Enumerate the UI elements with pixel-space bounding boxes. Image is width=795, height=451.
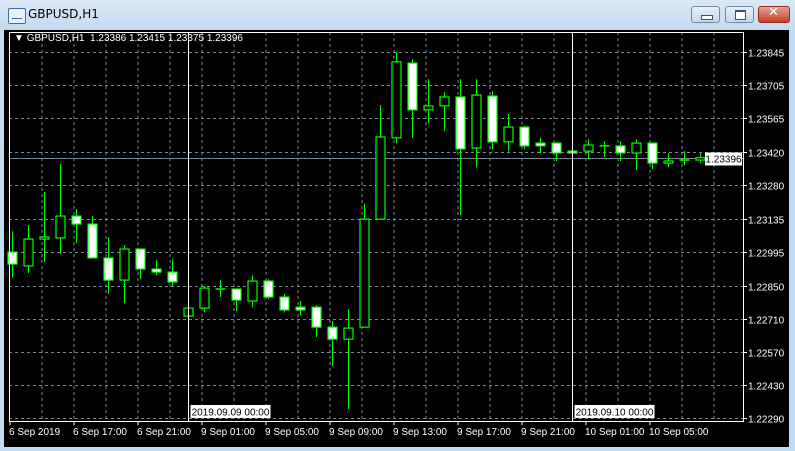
dropdown-triangle-icon[interactable]: ▼ [14, 33, 27, 44]
candle-body-bearish [167, 271, 178, 283]
current-price-label: 1.23396 [705, 155, 742, 166]
candle-body-bullish [375, 136, 386, 220]
candle-body-bullish [583, 144, 594, 152]
candle-body-bearish [135, 248, 146, 270]
candle-body-bullish [391, 61, 402, 139]
price-label: 1.22710 [748, 316, 785, 327]
candle-body-bearish [407, 62, 418, 111]
minimize-button[interactable] [691, 6, 720, 23]
time-label: 6 Sep 2019 [9, 427, 61, 438]
price-label: 1.22850 [748, 283, 785, 294]
vertical-line-label: 2019.09.10 00:00 [576, 408, 654, 419]
candle-body-bullish [631, 142, 642, 154]
candle-body-bearish [487, 95, 498, 143]
candle-body-bearish [311, 306, 322, 328]
time-label: 9 Sep 05:00 [265, 427, 319, 438]
time-label: 10 Sep 05:00 [649, 427, 709, 438]
price-label: 1.23135 [748, 216, 785, 227]
price-label: 1.22995 [748, 249, 785, 260]
candle-body-bearish [551, 142, 562, 154]
title-bar[interactable]: GBPUSD,H1 ✕ [0, 0, 795, 30]
price-label: 1.23280 [748, 182, 785, 193]
candle-body-bearish [103, 257, 114, 281]
maximize-button[interactable] [725, 6, 754, 23]
candle-body-bearish [151, 268, 162, 273]
candle-body-bullish [695, 157, 706, 161]
price-label: 1.22290 [748, 415, 785, 426]
time-label: 9 Sep 13:00 [393, 427, 447, 438]
time-label: 9 Sep 21:00 [521, 427, 575, 438]
candle-body-bearish [647, 142, 658, 164]
window-title: GBPUSD,H1 [28, 7, 99, 21]
candle-body-bearish [87, 223, 98, 259]
candle-body-bullish [343, 327, 354, 340]
close-button[interactable]: ✕ [758, 5, 790, 23]
maximize-icon [735, 10, 746, 20]
candle-body-bullish [663, 160, 674, 164]
time-label: 6 Sep 17:00 [73, 427, 127, 438]
candle-body-bullish [471, 94, 482, 149]
candle-body-bullish [439, 96, 450, 107]
minimize-icon [701, 15, 713, 20]
candle-body-bearish [71, 215, 82, 225]
close-icon: ✕ [768, 5, 779, 20]
time-label: 6 Sep 21:00 [137, 427, 191, 438]
time-label: 10 Sep 01:00 [585, 427, 645, 438]
candle-body-bearish [295, 306, 306, 311]
candle-body-bearish [455, 96, 466, 150]
time-label: 9 Sep 09:00 [329, 427, 383, 438]
candle-body-bullish [23, 238, 34, 267]
candle-body-bullish [199, 287, 210, 309]
price-label: 1.23565 [748, 115, 785, 126]
candle-body-bullish [119, 248, 130, 281]
candle-body-bearish [615, 145, 626, 154]
header-ohlc: 1.23386 1.23415 1.23375 1.23396 [90, 33, 243, 44]
price-label: 1.22430 [748, 382, 785, 393]
time-label: 9 Sep 01:00 [201, 427, 255, 438]
candle-body-bearish [279, 296, 290, 311]
candle-body-bullish [423, 105, 434, 111]
price-label: 1.23705 [748, 82, 785, 93]
time-label: 9 Sep 17:00 [457, 427, 511, 438]
vertical-line-label-box [190, 405, 271, 418]
candle-body-bearish [519, 126, 530, 147]
candle-body-bearish [263, 280, 274, 298]
candle-body-bearish [231, 288, 242, 301]
vertical-line-label: 2019.09.09 00:00 [192, 408, 270, 419]
header-symbol: GBPUSD,H1 [26, 33, 85, 44]
vertical-line-label-box [574, 405, 655, 418]
price-label: 1.23845 [748, 49, 785, 60]
candle-body-bullish [247, 280, 258, 302]
current-price-box [705, 152, 742, 166]
candle-body-bearish [7, 251, 18, 265]
price-label: 1.23420 [748, 149, 785, 160]
candle-body-bullish [55, 215, 66, 239]
candle-body-bullish [39, 236, 50, 240]
candle-body-bearish [535, 142, 546, 147]
plot-frame [9, 32, 744, 422]
candle-body-bullish [503, 126, 514, 143]
candle-body-bearish [327, 326, 338, 340]
chart-window-icon [8, 8, 26, 24]
price-label: 1.22570 [748, 349, 785, 360]
candle-body-bullish [359, 218, 370, 328]
chart-header: ▼ GBPUSD,H1 1.23386 1.23415 1.23375 1.23… [14, 33, 243, 44]
